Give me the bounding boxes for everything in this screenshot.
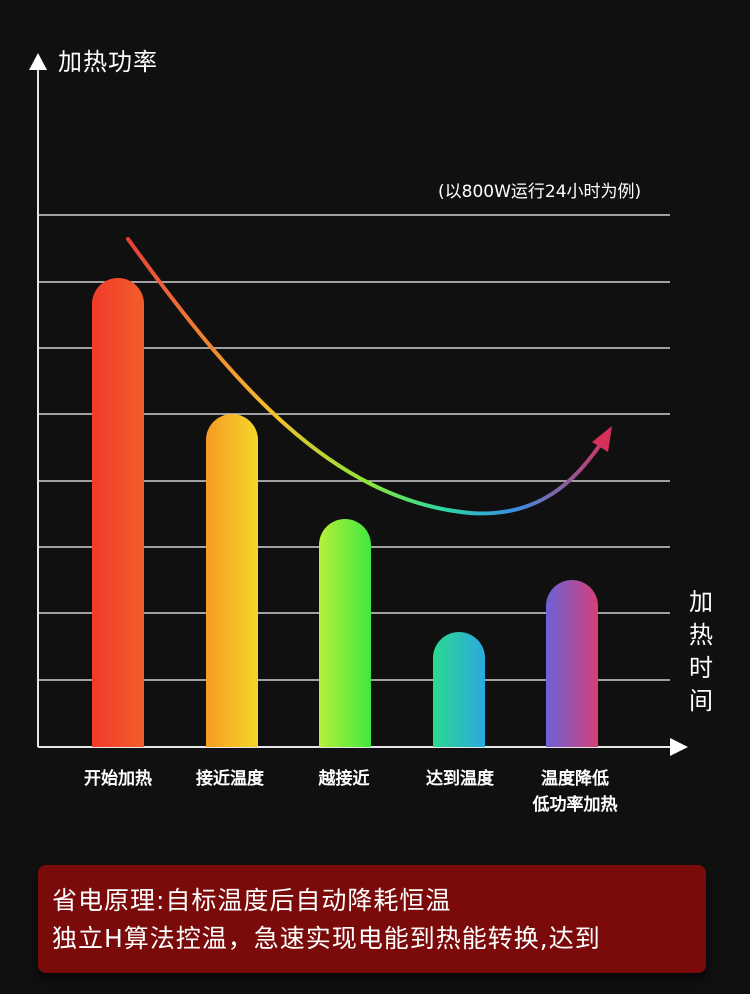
category-label: 越接近: [279, 766, 409, 792]
bar-closer: [319, 519, 371, 747]
category-label: 接近温度: [165, 766, 295, 792]
trend-arrowhead-icon: [592, 426, 612, 452]
category-line: 低功率加热: [532, 795, 618, 815]
category-line: 温度降低: [541, 769, 609, 789]
y-axis-title: 加热功率: [58, 48, 158, 76]
category-label: 温度降低 低功率加热: [510, 766, 640, 818]
category-line: 达到温度: [426, 769, 494, 789]
x-title-char: 间: [689, 687, 713, 715]
bar-start-heating: [92, 278, 144, 747]
y-axis: [29, 53, 47, 747]
y-axis-arrow-icon: [29, 53, 47, 70]
x-axis-title: 加 热 时 间: [686, 586, 716, 718]
chart-canvas: [29, 53, 688, 756]
x-title-char: 热: [689, 621, 713, 649]
trend-curve: [126, 237, 612, 516]
panel-line-2: 独立H算法控温，急速实现电能到热能转换,达到: [52, 924, 601, 953]
chart-note: (以800W运行24小时为例): [438, 182, 642, 202]
category-line: 接近温度: [196, 769, 264, 789]
category-label: 开始加热: [53, 766, 183, 792]
x-title-char: 加: [689, 588, 713, 616]
bars: [92, 278, 598, 747]
bar-low-power: [546, 580, 598, 747]
bar-near-temp: [206, 414, 258, 747]
category-line: 开始加热: [84, 769, 152, 789]
x-axis-arrow-icon: [670, 738, 688, 756]
energy-saving-panel: 省电原理:自标温度后自动降耗恒温 独立H算法控温，急速实现电能到热能转换,达到: [38, 865, 706, 973]
panel-line-1: 省电原理:自标温度后自动降耗恒温: [52, 886, 452, 915]
category-label: 达到温度: [395, 766, 525, 792]
category-line: 越接近: [318, 769, 370, 789]
x-title-char: 时: [689, 654, 713, 682]
bar-reached-temp: [433, 632, 485, 747]
